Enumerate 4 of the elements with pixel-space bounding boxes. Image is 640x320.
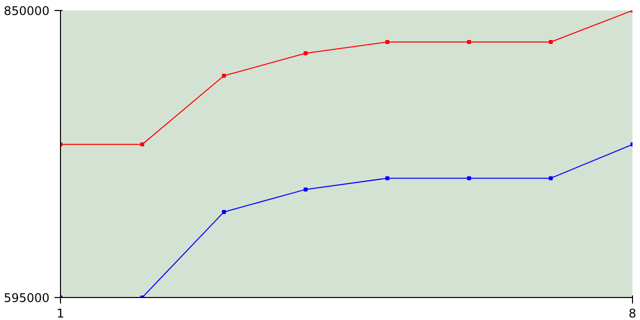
x-tick-label: 8: [628, 306, 636, 320]
y-tick-label: 850000: [4, 4, 50, 18]
x-tick-label: 1: [56, 306, 64, 320]
y-tick-label: 595000: [4, 291, 50, 305]
